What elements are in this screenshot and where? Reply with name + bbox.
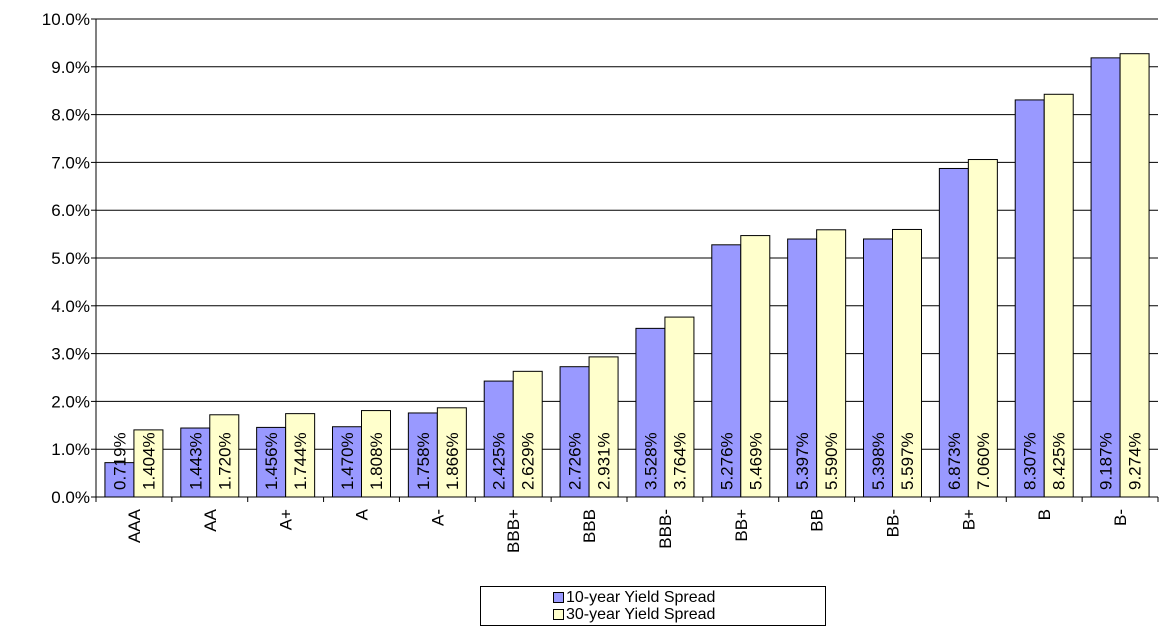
bar-30-year — [892, 228, 922, 498]
data-label-30-year: 7.060% — [974, 432, 993, 490]
bar-data-labels: 0.719% 1.404% 1.443% 1.720% 1.456% 1.744% 1.47… — [110, 432, 1144, 490]
data-label-10-year: 1.470% — [338, 432, 357, 490]
data-label-10-year: 0.719% — [110, 432, 129, 490]
data-label-30-year: 5.469% — [746, 432, 765, 490]
y-tick-label: 2.0% — [51, 392, 90, 411]
bar-30-year — [816, 229, 847, 498]
bar-10-year — [1090, 57, 1121, 498]
data-label-10-year: 1.443% — [186, 432, 205, 490]
data-label-10-year: 5.397% — [793, 432, 812, 490]
axes — [91, 18, 1159, 502]
x-category-label: BB- — [884, 509, 903, 537]
bar-30-year — [588, 356, 619, 498]
x-category-label: A- — [428, 509, 447, 526]
bar-10-year — [1014, 99, 1045, 498]
legend-item-10-year: 10-year Yield Spread — [553, 589, 825, 606]
x-category-label: B — [1035, 509, 1054, 520]
y-tick-label: 8.0% — [51, 106, 90, 125]
data-label-10-year: 1.758% — [414, 432, 433, 490]
x-category-label: B- — [1111, 509, 1130, 526]
bar-30-year — [1119, 53, 1150, 498]
bar-10-year — [559, 366, 590, 498]
data-label-30-year: 9.274% — [1126, 432, 1145, 490]
data-label-30-year: 2.629% — [519, 432, 538, 490]
x-axis-category-labels: AAA AA A+ A A- BBB+ BBB BBB- BB+ BB BB- B+ B B- — [125, 508, 1130, 553]
y-axis-tick-labels: 0.0% 1.0% 2.0% 3.0% 4.0% 5.0% 6.0% 7.0% 8.0% 9.0%… — [42, 10, 90, 507]
y-tick-label: 6.0% — [51, 201, 90, 220]
legend-swatch-10-year — [553, 592, 564, 603]
y-tick-label: 1.0% — [51, 440, 90, 459]
bar-30-year — [285, 413, 316, 498]
data-label-30-year: 1.808% — [367, 432, 386, 490]
data-label-10-year: 1.456% — [262, 432, 281, 490]
data-label-30-year: 1.744% — [291, 432, 310, 490]
data-label-30-year: 2.931% — [595, 432, 614, 490]
y-tick-label: 3.0% — [51, 345, 90, 364]
bar-10-year — [256, 426, 287, 498]
x-category-label: BB+ — [732, 509, 751, 542]
y-tick-label: 9.0% — [51, 58, 90, 77]
y-tick-label: 0.0% — [51, 488, 90, 507]
data-label-10-year: 5.276% — [717, 432, 736, 490]
bar-30-year — [967, 159, 998, 498]
x-category-label: BBB- — [656, 509, 675, 549]
x-category-label: AAA — [125, 508, 144, 543]
bar-10-year — [787, 238, 818, 498]
data-label-10-year: 5.398% — [869, 432, 888, 490]
x-category-label: BBB — [580, 509, 599, 543]
bar-10-year — [635, 327, 666, 498]
bar-30-year — [436, 407, 467, 498]
data-label-30-year: 1.720% — [215, 432, 234, 490]
data-label-10-year: 6.873% — [945, 432, 964, 490]
y-tick-label: 10.0% — [42, 10, 90, 29]
x-category-label: A — [353, 508, 372, 520]
yield-spread-chart: 0.0% 1.0% 2.0% 3.0% 4.0% 5.0% 6.0% 7.0% 8.0% 9.0%… — [42, 10, 1159, 553]
y-tick-label: 4.0% — [51, 297, 90, 316]
bar-30-year — [740, 235, 771, 498]
x-category-label: B+ — [959, 509, 978, 530]
data-label-10-year: 2.726% — [566, 432, 585, 490]
y-tick-label: 5.0% — [51, 249, 90, 268]
legend-item-30-year: 30-year Yield Spread — [553, 606, 825, 623]
legend-label-10-year: 10-year Yield Spread — [566, 589, 716, 606]
x-category-label: BBB+ — [504, 509, 523, 553]
legend: 10-year Yield Spread 30-year Yield Sprea… — [480, 586, 826, 626]
bar-10-year — [332, 426, 362, 498]
bar-10-year — [863, 238, 893, 498]
data-label-10-year: 3.528% — [641, 432, 660, 490]
y-tick-label: 7.0% — [51, 153, 90, 172]
data-label-30-year: 5.597% — [898, 432, 917, 490]
x-category-label: A+ — [277, 509, 296, 530]
bars — [104, 53, 1150, 498]
data-label-10-year: 2.425% — [490, 432, 509, 490]
x-category-label: AA — [201, 508, 220, 531]
grid-lines — [96, 18, 1158, 450]
data-label-10-year: 9.187% — [1097, 432, 1116, 490]
bar-30-year — [512, 370, 543, 498]
bar-30-year — [133, 429, 164, 498]
x-category-label: BB — [808, 509, 827, 532]
data-label-30-year: 3.764% — [670, 432, 689, 490]
bar-10-year — [407, 412, 438, 498]
legend-label-30-year: 30-year Yield Spread — [566, 606, 716, 623]
data-label-30-year: 5.590% — [822, 432, 841, 490]
data-label-10-year: 8.307% — [1021, 432, 1040, 490]
data-label-30-year: 8.425% — [1050, 432, 1069, 490]
data-label-30-year: 1.404% — [139, 432, 158, 490]
data-label-30-year: 1.866% — [443, 432, 462, 490]
bar-30-year — [664, 316, 695, 498]
legend-swatch-30-year — [553, 609, 564, 620]
bar-30-year — [209, 414, 240, 498]
